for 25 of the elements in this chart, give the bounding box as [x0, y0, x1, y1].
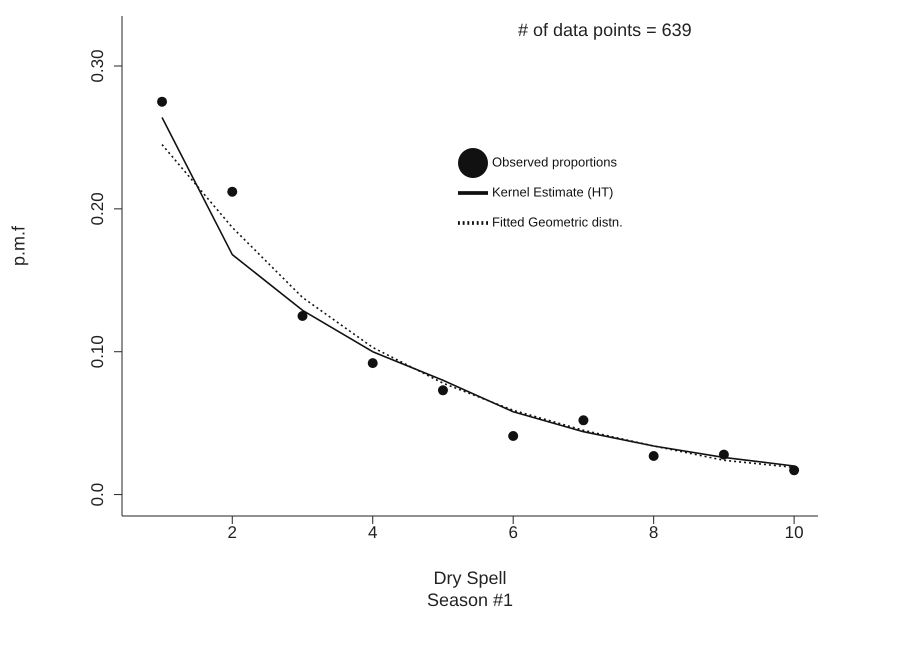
point [157, 96, 168, 107]
point [368, 358, 378, 368]
point [227, 186, 238, 197]
point [438, 385, 448, 396]
y-tick-label: 0.20 [88, 192, 107, 226]
legend-label: Observed proportions [492, 154, 618, 170]
x-tick-label: 4 [368, 523, 378, 542]
x-tick-label: 10 [784, 523, 804, 542]
point [789, 465, 800, 476]
x-tick-label: 6 [508, 523, 518, 542]
y-tick-label: 0.0 [88, 482, 107, 506]
note-text: # of data points = 639 [518, 20, 692, 41]
point [578, 415, 588, 426]
x-axis-title: Dry Spell Season #1 [426, 568, 514, 610]
point [508, 431, 518, 441]
point [297, 311, 308, 321]
y-tick-label: 0.30 [88, 49, 107, 83]
y-tick-label: 0.10 [88, 335, 107, 368]
y-axis-title: p.m.f [8, 224, 28, 266]
point [718, 450, 729, 460]
x-tick-label: 2 [228, 523, 237, 542]
legend-label: Fitted Geometric distn. [492, 214, 623, 230]
point [648, 451, 659, 461]
legend-label: Kernel Estimate (HT) [492, 184, 614, 200]
x-tick-label: 8 [648, 523, 658, 542]
